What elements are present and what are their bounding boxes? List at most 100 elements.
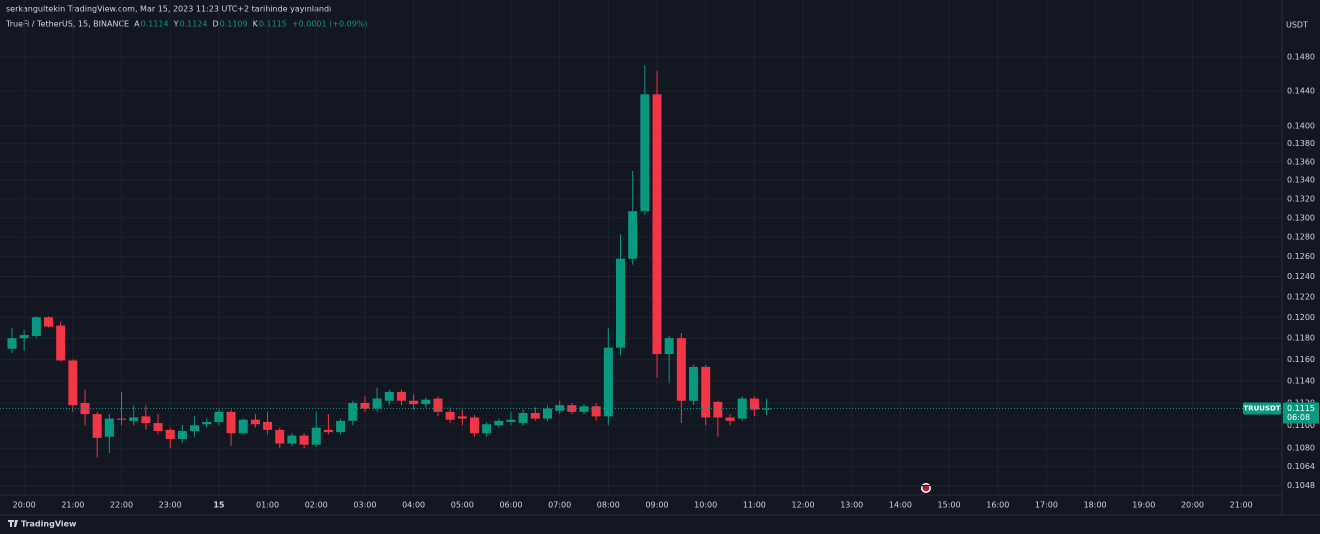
x-tick-label: 14:00 — [889, 501, 912, 510]
event-icon[interactable] — [921, 483, 931, 493]
candle-body — [68, 360, 78, 406]
y-tick-label: 0.1360 — [1287, 157, 1315, 166]
candle-body — [141, 416, 151, 424]
candle-body — [433, 398, 443, 412]
ohlc-value: 0.1114 — [141, 20, 169, 29]
event-flag-canton[interactable] — [922, 485, 927, 488]
candle-body — [214, 411, 224, 422]
candle-body — [19, 335, 29, 339]
x-tick-label: 19:00 — [1132, 501, 1155, 510]
candle-body — [445, 411, 455, 420]
change: +0.0001 (+0.09%) — [292, 20, 368, 29]
price-tag-label: 0.1115 — [1287, 404, 1315, 413]
x-tick-label: 01:00 — [256, 501, 279, 510]
x-tick-label: 09:00 — [645, 501, 668, 510]
footer — [0, 515, 1320, 534]
x-tick-label: 23:00 — [159, 501, 182, 510]
x-tick-label: 13:00 — [840, 501, 863, 510]
y-tick-label: 0.1400 — [1287, 121, 1315, 130]
symbol-tag — [1243, 402, 1281, 415]
candle-body — [591, 406, 601, 417]
candle-body — [749, 398, 759, 410]
candle-body — [202, 421, 212, 425]
y-tick-label: 0.1080 — [1287, 444, 1315, 453]
candle-body — [80, 402, 90, 415]
y-tick-label: 0.1220 — [1287, 292, 1315, 301]
x-tick-label: 16:00 — [986, 501, 1009, 510]
candle-body — [616, 258, 625, 348]
candle-body — [7, 338, 17, 349]
candle-body — [177, 430, 187, 439]
ohlc-key: D — [212, 20, 218, 29]
candle-body — [506, 419, 516, 422]
y-tick-label: 0.1100 — [1287, 421, 1315, 430]
y-tick-label: 0.1064 — [1287, 462, 1315, 471]
y-tick-label: 0.1480 — [1287, 52, 1315, 61]
candle-body — [725, 417, 735, 421]
candle-body — [360, 402, 370, 409]
ohlc-value: 0.1124 — [179, 20, 207, 29]
x-tick-label: 03:00 — [353, 501, 376, 510]
candle-body — [263, 421, 273, 430]
candle-body — [579, 406, 589, 412]
x-tick-label: 10:00 — [694, 501, 717, 510]
candle-body — [153, 423, 163, 431]
symbol-tag-label: TRUUSDT — [1243, 405, 1280, 413]
y-tick-label: 0.1048 — [1287, 481, 1315, 490]
candle-body — [336, 420, 346, 433]
candle-body — [701, 366, 711, 418]
candle-body — [421, 399, 431, 405]
candle-body — [56, 325, 66, 361]
y-tick-label: 0.1180 — [1287, 334, 1315, 343]
x-tick-label: 12:00 — [792, 501, 815, 510]
x-tick-label: 08:00 — [597, 501, 620, 510]
published: serkangultekin TradingView.com, Mar 15, … — [6, 5, 331, 14]
y-tick-label: 0.1280 — [1287, 233, 1315, 242]
candle-body — [92, 414, 102, 438]
candle-body — [652, 94, 662, 355]
x-tick-label: 05:00 — [451, 501, 474, 510]
x-tick-label: 21:00 — [1230, 501, 1253, 510]
x-tick-label: 07:00 — [548, 501, 571, 510]
candle-body — [129, 417, 139, 421]
x-tick-label: 18:00 — [1084, 501, 1107, 510]
candle-body — [555, 405, 565, 411]
candle-body — [323, 429, 333, 433]
y-tick-label: 0.1440 — [1287, 86, 1315, 95]
x-tick-label: 22:00 — [110, 501, 133, 510]
y-tick-label: 0.1320 — [1287, 194, 1315, 203]
candle-body — [530, 412, 540, 419]
candle-body — [482, 424, 492, 434]
candle-body — [165, 429, 175, 439]
y-tick-label: 0.1300 — [1287, 213, 1315, 222]
candle-body — [275, 429, 285, 444]
price-tag — [1283, 402, 1319, 424]
candle-body — [250, 419, 260, 425]
ohlc-key: Y — [173, 20, 179, 29]
candle-body — [372, 398, 382, 409]
candle-body — [518, 412, 528, 424]
y-tick-label: 0.1160 — [1287, 355, 1315, 364]
candle-body — [762, 408, 772, 410]
candle-body — [44, 317, 54, 327]
candle-body — [737, 398, 747, 419]
candle-body — [689, 366, 699, 401]
candle-body — [104, 418, 114, 437]
candle-body — [311, 427, 321, 445]
candle-body — [226, 411, 236, 434]
candle-body — [396, 391, 406, 401]
x-tick-label: 04:00 — [402, 501, 425, 510]
candle-body — [190, 425, 200, 431]
x-tick-label: 20:00 — [13, 501, 36, 510]
currency: USDT — [1286, 21, 1308, 30]
candle-body — [384, 391, 394, 401]
candle-body — [469, 417, 479, 434]
ohlc-key: A — [134, 20, 140, 29]
candle-body — [457, 416, 467, 419]
ohlc-value: 0.1115 — [259, 20, 287, 29]
candle-body — [567, 405, 577, 412]
candle-body — [31, 317, 41, 337]
y-tick-label: 0.1200 — [1287, 313, 1315, 322]
symbol-title: TrueFi / TetherUS, 15, BINANCE — [5, 20, 129, 29]
